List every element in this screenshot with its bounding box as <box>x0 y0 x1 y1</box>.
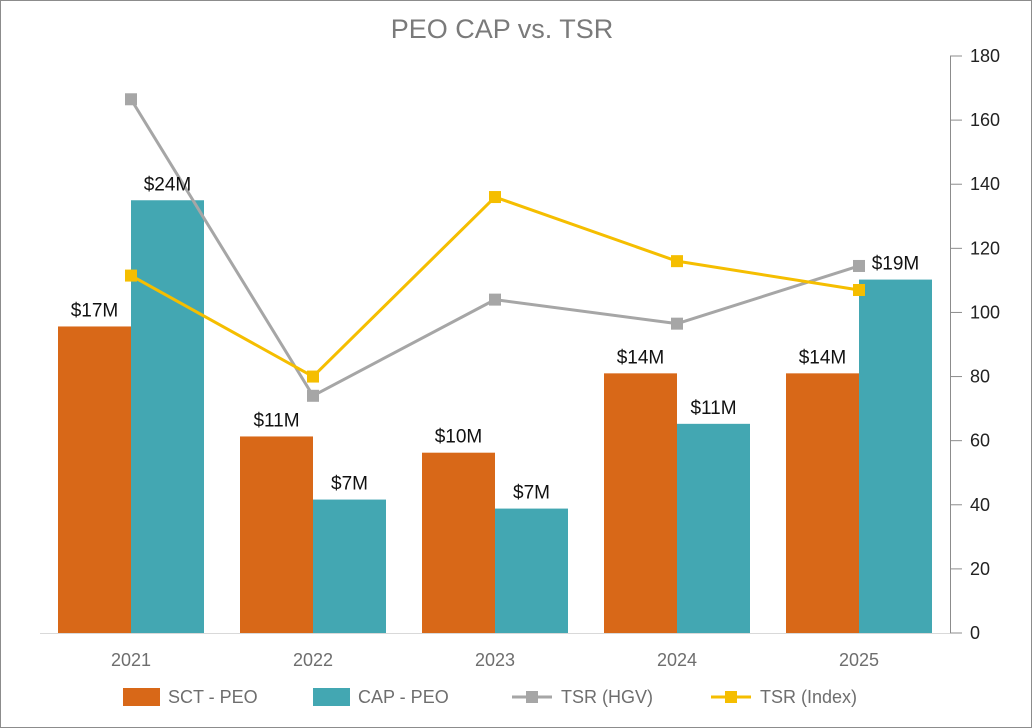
bar-cap-peo-2024 <box>677 423 750 633</box>
line-tsr-hgv <box>129 98 860 398</box>
category-label: 2025 <box>839 650 879 670</box>
axis-tick-label: 160 <box>970 110 1000 130</box>
axis-tick-label: 60 <box>970 431 990 451</box>
marker-tsr-index-2024 <box>671 255 683 268</box>
legend-swatch <box>123 688 160 706</box>
bar-cap-peo-2021 <box>131 200 204 633</box>
marker-tsr-hgv-2021 <box>125 93 137 106</box>
chart-title: PEO CAP vs. TSR <box>391 14 614 44</box>
bar-sct-peo-2021 <box>58 326 131 633</box>
data-label: $24M <box>144 174 192 195</box>
lines-layer <box>125 93 865 402</box>
data-label: $10M <box>435 427 483 448</box>
axis-tick-label: 100 <box>970 302 1000 322</box>
data-label: $19M <box>872 254 920 275</box>
category-label: 2022 <box>293 650 333 670</box>
bar-cap-peo-2022 <box>313 499 386 633</box>
legend-label: CAP - PEO <box>358 687 449 707</box>
data-label: $11M <box>253 410 299 431</box>
legend-marker <box>725 691 737 703</box>
bars-layer <box>58 200 932 633</box>
data-label: $7M <box>331 474 368 495</box>
data-labels-layer: $17M $11M $10M $14M $14M $24M $7M $7M $11M $19M <box>71 174 920 503</box>
axis-tick-label: 180 <box>970 46 1000 66</box>
data-label: $11M <box>690 398 736 419</box>
legend-item-sct-peo: SCT - PEO <box>123 687 258 707</box>
legend-swatch <box>313 688 350 706</box>
data-label: $17M <box>71 300 119 321</box>
category-labels: 2021 2022 2023 2024 2025 <box>111 650 879 670</box>
legend-item-cap-peo: CAP - PEO <box>313 687 449 707</box>
marker-tsr-hgv-2023 <box>489 293 501 306</box>
legend: SCT - PEO CAP - PEO TSR (HGV) TSR (Index) <box>123 687 857 707</box>
category-label: 2024 <box>657 650 697 670</box>
legend-label: TSR (HGV) <box>561 687 653 707</box>
axis-tick-label: 140 <box>970 174 1000 194</box>
marker-tsr-index-2025 <box>853 284 865 297</box>
marker-tsr-hgv-2022 <box>307 389 319 402</box>
data-label: $14M <box>617 347 665 368</box>
line-tsr-index <box>130 195 860 379</box>
marker-tsr-index-2023 <box>489 191 501 204</box>
legend-label: TSR (Index) <box>760 687 857 707</box>
data-label: $14M <box>799 347 847 368</box>
bar-cap-peo-2023 <box>495 508 568 633</box>
marker-tsr-hgv-2025 <box>853 259 865 272</box>
bar-sct-peo-2024 <box>604 373 677 633</box>
bar-cap-peo-2025 <box>859 279 932 633</box>
axis-tick-label: 120 <box>970 238 1000 258</box>
legend-marker <box>526 691 538 703</box>
marker-tsr-index-2021 <box>125 269 137 282</box>
legend-label: SCT - PEO <box>168 687 258 707</box>
data-label: $7M <box>513 483 550 504</box>
category-label: 2023 <box>475 650 515 670</box>
axis-tick-label: 20 <box>970 559 990 579</box>
marker-tsr-index-2022 <box>307 370 319 383</box>
legend-item-tsr-index: TSR (Index) <box>711 687 857 707</box>
category-label: 2021 <box>111 650 151 670</box>
legend-item-tsr-hgv: TSR (HGV) <box>512 687 653 707</box>
axis-tick-label: 80 <box>970 367 990 387</box>
secondary-axis: 0 20 40 60 80 100 120 140 160 180 <box>950 46 1000 643</box>
bar-sct-peo-2025 <box>786 373 859 633</box>
axis-tick-label: 40 <box>970 495 990 515</box>
marker-tsr-hgv-2024 <box>671 317 683 330</box>
bar-sct-peo-2023 <box>422 452 495 633</box>
bar-sct-peo-2022 <box>240 436 313 633</box>
axis-tick-label: 0 <box>970 623 980 643</box>
